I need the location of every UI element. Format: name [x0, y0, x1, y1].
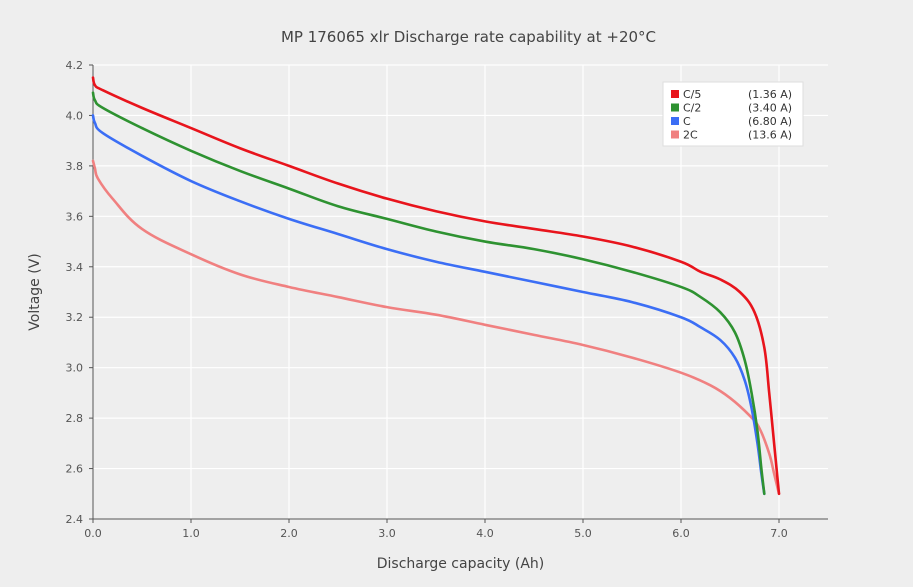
x-tick-label: 4.0	[476, 527, 494, 540]
legend-series-current: (6.80 A)	[748, 115, 792, 128]
legend: C/5 (1.36 A) C/2 (3.40 A) C (6.80 A) 2C (13.6 A…	[662, 81, 804, 147]
y-tick-label: 3.8	[66, 160, 84, 173]
axes: 0.0 1.0 2.0 3.0 4.0 5.0 6.0 7.0 2.4 2.6 2.8 3.0 3.2 3…	[66, 59, 828, 540]
x-tick-label: 5.0	[574, 527, 592, 540]
legend-swatch	[671, 117, 679, 125]
y-tick-label: 4.2	[66, 59, 84, 72]
series-lines	[91, 76, 781, 496]
y-tick-label: 3.2	[66, 311, 84, 324]
legend-swatch	[671, 103, 679, 112]
series-line-c	[91, 114, 766, 496]
x-axis-title: Discharge capacity (Ah)	[377, 556, 545, 572]
y-tick-label: 3.4	[66, 261, 84, 274]
legend-swatch	[671, 130, 679, 139]
legend-series-current: (3.40 A)	[748, 102, 792, 115]
series-line-c-5	[91, 76, 781, 496]
legend-series-name: C	[683, 115, 691, 128]
y-tick-label: 3.6	[66, 210, 84, 223]
y-tick-label: 2.8	[66, 412, 84, 425]
chart-title: MP 176065 xlr Discharge rate capability …	[281, 28, 656, 46]
y-tick-label: 2.4	[66, 513, 84, 526]
legend-swatch	[671, 90, 679, 98]
legend-series-name: C/5	[683, 88, 701, 101]
x-tick-label: 2.0	[280, 527, 298, 540]
y-tick-label: 2.6	[66, 463, 84, 476]
series-line-c-2	[91, 91, 766, 496]
x-tick-label: 7.0	[770, 527, 788, 540]
legend-series-name: C/2	[683, 102, 701, 115]
legend-series-current: (1.36 A)	[748, 88, 792, 101]
x-tick-label: 1.0	[182, 527, 200, 540]
y-tick-label: 3.0	[66, 362, 84, 375]
x-tick-label: 6.0	[672, 527, 690, 540]
y-tick-label: 4.0	[66, 109, 84, 122]
legend-series-name: 2C	[683, 129, 698, 142]
x-tick-label: 3.0	[378, 527, 396, 540]
y-axis-title: Voltage (V)	[27, 253, 43, 330]
legend-box	[662, 81, 804, 147]
x-tick-label: 0.0	[84, 527, 102, 540]
legend-series-current: (13.6 A)	[748, 129, 792, 142]
